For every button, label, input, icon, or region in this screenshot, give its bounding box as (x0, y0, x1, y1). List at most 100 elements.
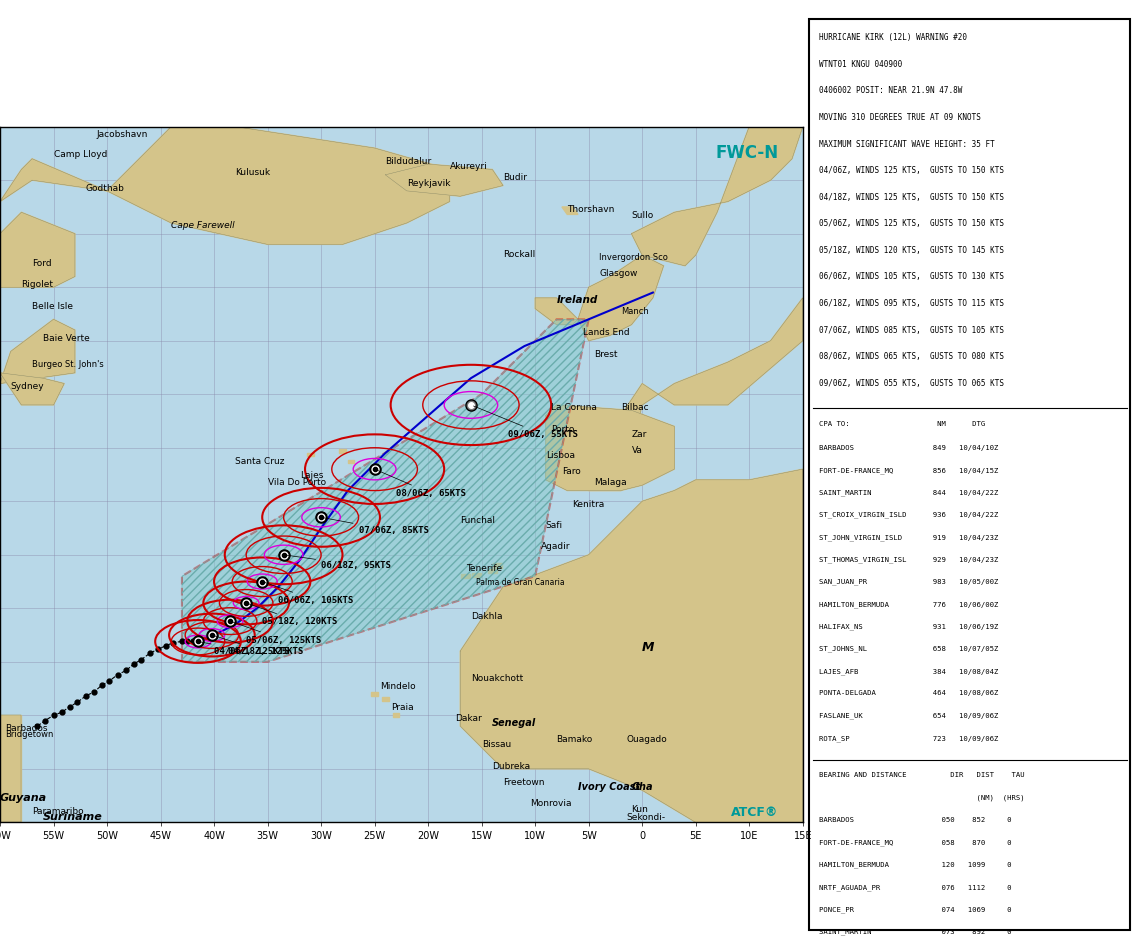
Text: FWC-N: FWC-N (715, 144, 779, 162)
Text: Bissau: Bissau (482, 740, 511, 750)
Polygon shape (370, 470, 375, 473)
Text: Praia: Praia (391, 703, 413, 712)
Text: Reykjavik: Reykjavik (407, 178, 450, 188)
Text: Dubreka: Dubreka (492, 762, 531, 771)
Text: Budir: Budir (503, 173, 528, 182)
Polygon shape (493, 564, 501, 568)
Text: Camp Lloyd: Camp Lloyd (53, 150, 107, 158)
Text: 05/18Z, 120KTS: 05/18Z, 120KTS (249, 604, 338, 626)
Text: Barbados: Barbados (6, 724, 48, 734)
Polygon shape (385, 164, 503, 196)
Polygon shape (0, 126, 449, 245)
Text: (NM)  (HRS): (NM) (HRS) (820, 794, 1026, 801)
Text: Jacobshavn: Jacobshavn (97, 130, 148, 140)
Text: Bridgetown: Bridgetown (6, 730, 53, 738)
Text: 0406002 POSIT: NEAR 21.9N 47.8W: 0406002 POSIT: NEAR 21.9N 47.8W (820, 86, 963, 95)
Polygon shape (578, 255, 664, 341)
Polygon shape (182, 319, 589, 661)
Text: Sekondi-: Sekondi- (626, 813, 665, 822)
Text: Malaga: Malaga (594, 478, 626, 487)
Text: Lands End: Lands End (583, 328, 630, 337)
Text: Kun: Kun (631, 805, 648, 813)
Text: Kulusuk: Kulusuk (235, 168, 271, 177)
Text: 09/06Z, WINDS 055 KTS,  GUSTS TO 065 KTS: 09/06Z, WINDS 055 KTS, GUSTS TO 065 KTS (820, 379, 1004, 387)
Text: Freetown: Freetown (503, 778, 545, 787)
Polygon shape (546, 298, 803, 491)
Text: Cape Farewell: Cape Farewell (172, 221, 235, 231)
Text: Vila Do Porto: Vila Do Porto (267, 478, 325, 487)
Text: ST_JOHN_VIRGIN_ISLD       919   10/04/23Z: ST_JOHN_VIRGIN_ISLD 919 10/04/23Z (820, 534, 998, 541)
Polygon shape (0, 716, 22, 823)
Text: ST_JOHNS_NL               658   10/07/05Z: ST_JOHNS_NL 658 10/07/05Z (820, 645, 998, 652)
Text: Brest: Brest (594, 350, 617, 359)
Text: SAINT_MARTIN                073    892     0: SAINT_MARTIN 073 892 0 (820, 929, 1012, 936)
Polygon shape (546, 405, 674, 491)
Text: WTNT01 KNGU 040900: WTNT01 KNGU 040900 (820, 60, 903, 68)
Text: FASLANE_UK                654   10/09/06Z: FASLANE_UK 654 10/09/06Z (820, 713, 998, 719)
Text: Monrovia: Monrovia (530, 799, 571, 809)
Polygon shape (0, 319, 75, 383)
Text: Bildudalur: Bildudalur (385, 158, 432, 166)
Text: LAJES_AFB                 384   10/08/04Z: LAJES_AFB 384 10/08/04Z (820, 668, 998, 675)
Text: Akureyri: Akureyri (449, 162, 488, 172)
Text: Sydney: Sydney (10, 381, 44, 391)
Text: Paramaribo: Paramaribo (32, 807, 84, 816)
Text: Sullo: Sullo (631, 211, 654, 219)
Text: ATCF®: ATCF® (731, 806, 779, 819)
Text: 04/18Z, WINDS 125 KTS,  GUSTS TO 150 KTS: 04/18Z, WINDS 125 KTS, GUSTS TO 150 KTS (820, 193, 1004, 201)
Text: Ivory Coast: Ivory Coast (578, 782, 640, 792)
Text: HAMILTON_BERMUDA          776   10/06/00Z: HAMILTON_BERMUDA 776 10/06/00Z (820, 601, 998, 607)
Text: 04/06Z, 125KTS: 04/06Z, 125KTS (201, 642, 289, 657)
Text: BARBADOS                  849   10/04/10Z: BARBADOS 849 10/04/10Z (820, 445, 998, 451)
Text: Palma de Gran Canaria: Palma de Gran Canaria (476, 578, 565, 586)
Text: FORT-DE-FRANCE_MQ           058    870     0: FORT-DE-FRANCE_MQ 058 870 0 (820, 839, 1012, 846)
Polygon shape (460, 469, 803, 823)
Text: Suriname: Suriname (43, 812, 102, 822)
Text: PONCE_PR                    074   1069     0: PONCE_PR 074 1069 0 (820, 906, 1012, 913)
Text: Lisboa: Lisboa (546, 452, 575, 460)
Text: Mindelo: Mindelo (380, 681, 416, 691)
Polygon shape (339, 449, 346, 453)
Text: Rigolet: Rigolet (22, 280, 53, 289)
Text: Baie Verte: Baie Verte (43, 334, 90, 343)
Text: Lajes: Lajes (300, 471, 323, 479)
Text: PONTA-DELGADA             464   10/08/06Z: PONTA-DELGADA 464 10/08/06Z (820, 690, 998, 697)
Text: Santa Cruz: Santa Cruz (235, 456, 285, 466)
Text: Manch: Manch (621, 307, 648, 316)
Polygon shape (472, 573, 481, 577)
Text: Dakar: Dakar (455, 714, 482, 723)
Text: Thorshavn: Thorshavn (567, 205, 615, 214)
Text: Kenitra: Kenitra (573, 499, 605, 509)
Text: 09/06Z, 55KTS: 09/06Z, 55KTS (473, 406, 579, 439)
Text: Glasgow: Glasgow (599, 270, 638, 278)
Polygon shape (372, 692, 377, 696)
Text: 04/18Z, 125KTS: 04/18Z, 125KTS (215, 636, 304, 657)
Text: HAMILTON_BERMUDA            120   1099     0: HAMILTON_BERMUDA 120 1099 0 (820, 862, 1012, 868)
Text: SAINT_MARTIN              844   10/04/22Z: SAINT_MARTIN 844 10/04/22Z (820, 490, 998, 496)
Polygon shape (0, 213, 75, 288)
Text: Burgeo St. John's: Burgeo St. John's (32, 361, 103, 369)
Text: BARBADOS                    050    852     0: BARBADOS 050 852 0 (820, 817, 1012, 823)
Polygon shape (348, 460, 355, 463)
Text: Tenerife: Tenerife (465, 564, 501, 573)
Text: CPA TO:                    NM      DTG: CPA TO: NM DTG (820, 421, 986, 427)
Polygon shape (392, 714, 399, 717)
Text: 06/18Z, 95KTS: 06/18Z, 95KTS (287, 555, 391, 569)
Text: 04/06Z, WINDS 125 KTS,  GUSTS TO 150 KTS: 04/06Z, WINDS 125 KTS, GUSTS TO 150 KTS (820, 166, 1004, 175)
Text: Gha: Gha (631, 782, 653, 792)
Text: ST_THOMAS_VIRGIN_ISL      929   10/04/23Z: ST_THOMAS_VIRGIN_ISL 929 10/04/23Z (820, 556, 998, 563)
Text: Invergordon Sco: Invergordon Sco (599, 253, 669, 263)
Text: HALIFAX_NS                931   10/06/19Z: HALIFAX_NS 931 10/06/19Z (820, 623, 998, 630)
Text: Funchal: Funchal (460, 515, 496, 525)
Text: 06/06Z, 105KTS: 06/06Z, 105KTS (265, 583, 354, 605)
Polygon shape (382, 698, 389, 701)
Text: MOVING 310 DEGREES TRUE AT 09 KNOTS: MOVING 310 DEGREES TRUE AT 09 KNOTS (820, 113, 981, 121)
Text: 05/06Z, WINDS 125 KTS,  GUSTS TO 150 KTS: 05/06Z, WINDS 125 KTS, GUSTS TO 150 KTS (820, 219, 1004, 228)
Text: Bilbac: Bilbac (621, 403, 648, 412)
Text: Godthab: Godthab (85, 184, 124, 193)
Text: Faro: Faro (562, 468, 581, 476)
Text: 08/06Z, WINDS 065 KTS,  GUSTS TO 080 KTS: 08/06Z, WINDS 065 KTS, GUSTS TO 080 KTS (820, 352, 1004, 361)
Text: Belle Isle: Belle Isle (32, 302, 73, 310)
Text: SAN_JUAN_PR               983   10/05/00Z: SAN_JUAN_PR 983 10/05/00Z (820, 579, 998, 586)
Text: 06/18Z, WINDS 095 KTS,  GUSTS TO 115 KTS: 06/18Z, WINDS 095 KTS, GUSTS TO 115 KTS (820, 299, 1004, 307)
